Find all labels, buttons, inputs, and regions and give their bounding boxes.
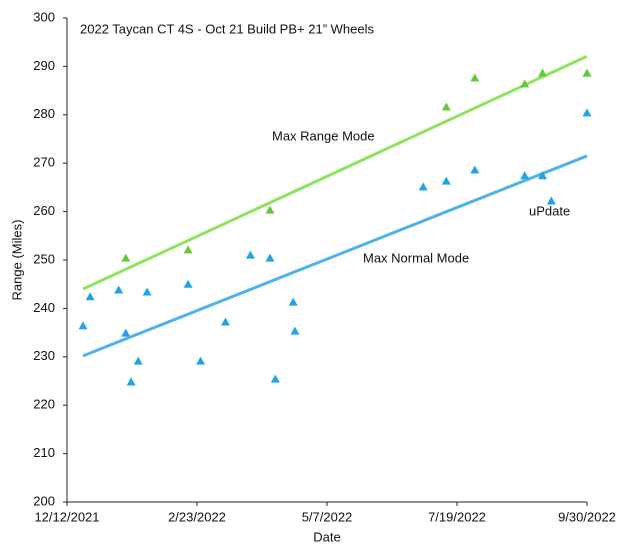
data-point	[441, 102, 451, 111]
x-tick-label: 9/30/2022	[558, 509, 616, 524]
chart-title: 2022 Taycan CT 4S - Oct 21 Build PB+ 21”…	[80, 21, 374, 36]
data-point	[121, 253, 131, 262]
trend-line	[82, 154, 588, 358]
y-tick-label: 280	[33, 106, 55, 121]
data-point	[520, 79, 530, 88]
x-tick-label: 12/12/2021	[34, 509, 99, 524]
data-point	[196, 356, 206, 365]
x-tick-label: 7/19/2022	[428, 509, 486, 524]
data-point	[288, 297, 298, 306]
y-tick-label: 230	[33, 348, 55, 363]
y-axis-label: Range (Miles)	[9, 220, 24, 301]
data-point	[582, 68, 592, 77]
data-point	[537, 171, 547, 180]
x-tick-label: 5/7/2022	[302, 509, 353, 524]
data-point	[418, 182, 428, 191]
trend-line	[82, 54, 588, 291]
data-point	[520, 171, 530, 180]
data-point	[265, 205, 275, 214]
data-point	[290, 326, 300, 335]
data-point	[183, 279, 193, 288]
y-tick-label: 260	[33, 203, 55, 218]
data-point	[126, 377, 136, 386]
data-point	[121, 328, 131, 337]
x-axis-label: Date	[313, 529, 340, 544]
data-point	[470, 165, 480, 174]
data-point	[546, 196, 556, 205]
data-point	[85, 292, 95, 301]
data-point	[220, 317, 230, 326]
data-point	[133, 356, 143, 365]
annotation: uPdate	[529, 203, 570, 218]
data-point	[142, 287, 152, 296]
x-tick-label: 2/23/2022	[168, 509, 226, 524]
y-tick-label: 200	[33, 493, 55, 508]
y-tick-label: 250	[33, 251, 55, 266]
annotation: Max Range Mode	[272, 128, 375, 143]
data-point	[441, 176, 451, 185]
y-tick-label: 220	[33, 397, 55, 412]
data-point	[183, 245, 193, 254]
y-tick-label: 290	[33, 58, 55, 73]
data-point	[470, 73, 480, 82]
data-point	[245, 250, 255, 259]
y-tick-label: 270	[33, 155, 55, 170]
data-point	[582, 108, 592, 117]
data-point	[265, 253, 275, 262]
y-tick-label: 240	[33, 300, 55, 315]
data-point	[114, 285, 124, 294]
data-point	[537, 68, 547, 77]
y-tick-label: 210	[33, 445, 55, 460]
data-point	[270, 374, 280, 383]
y-tick-label: 300	[33, 9, 55, 24]
annotation: Max Normal Mode	[363, 250, 469, 265]
data-point	[78, 321, 88, 330]
